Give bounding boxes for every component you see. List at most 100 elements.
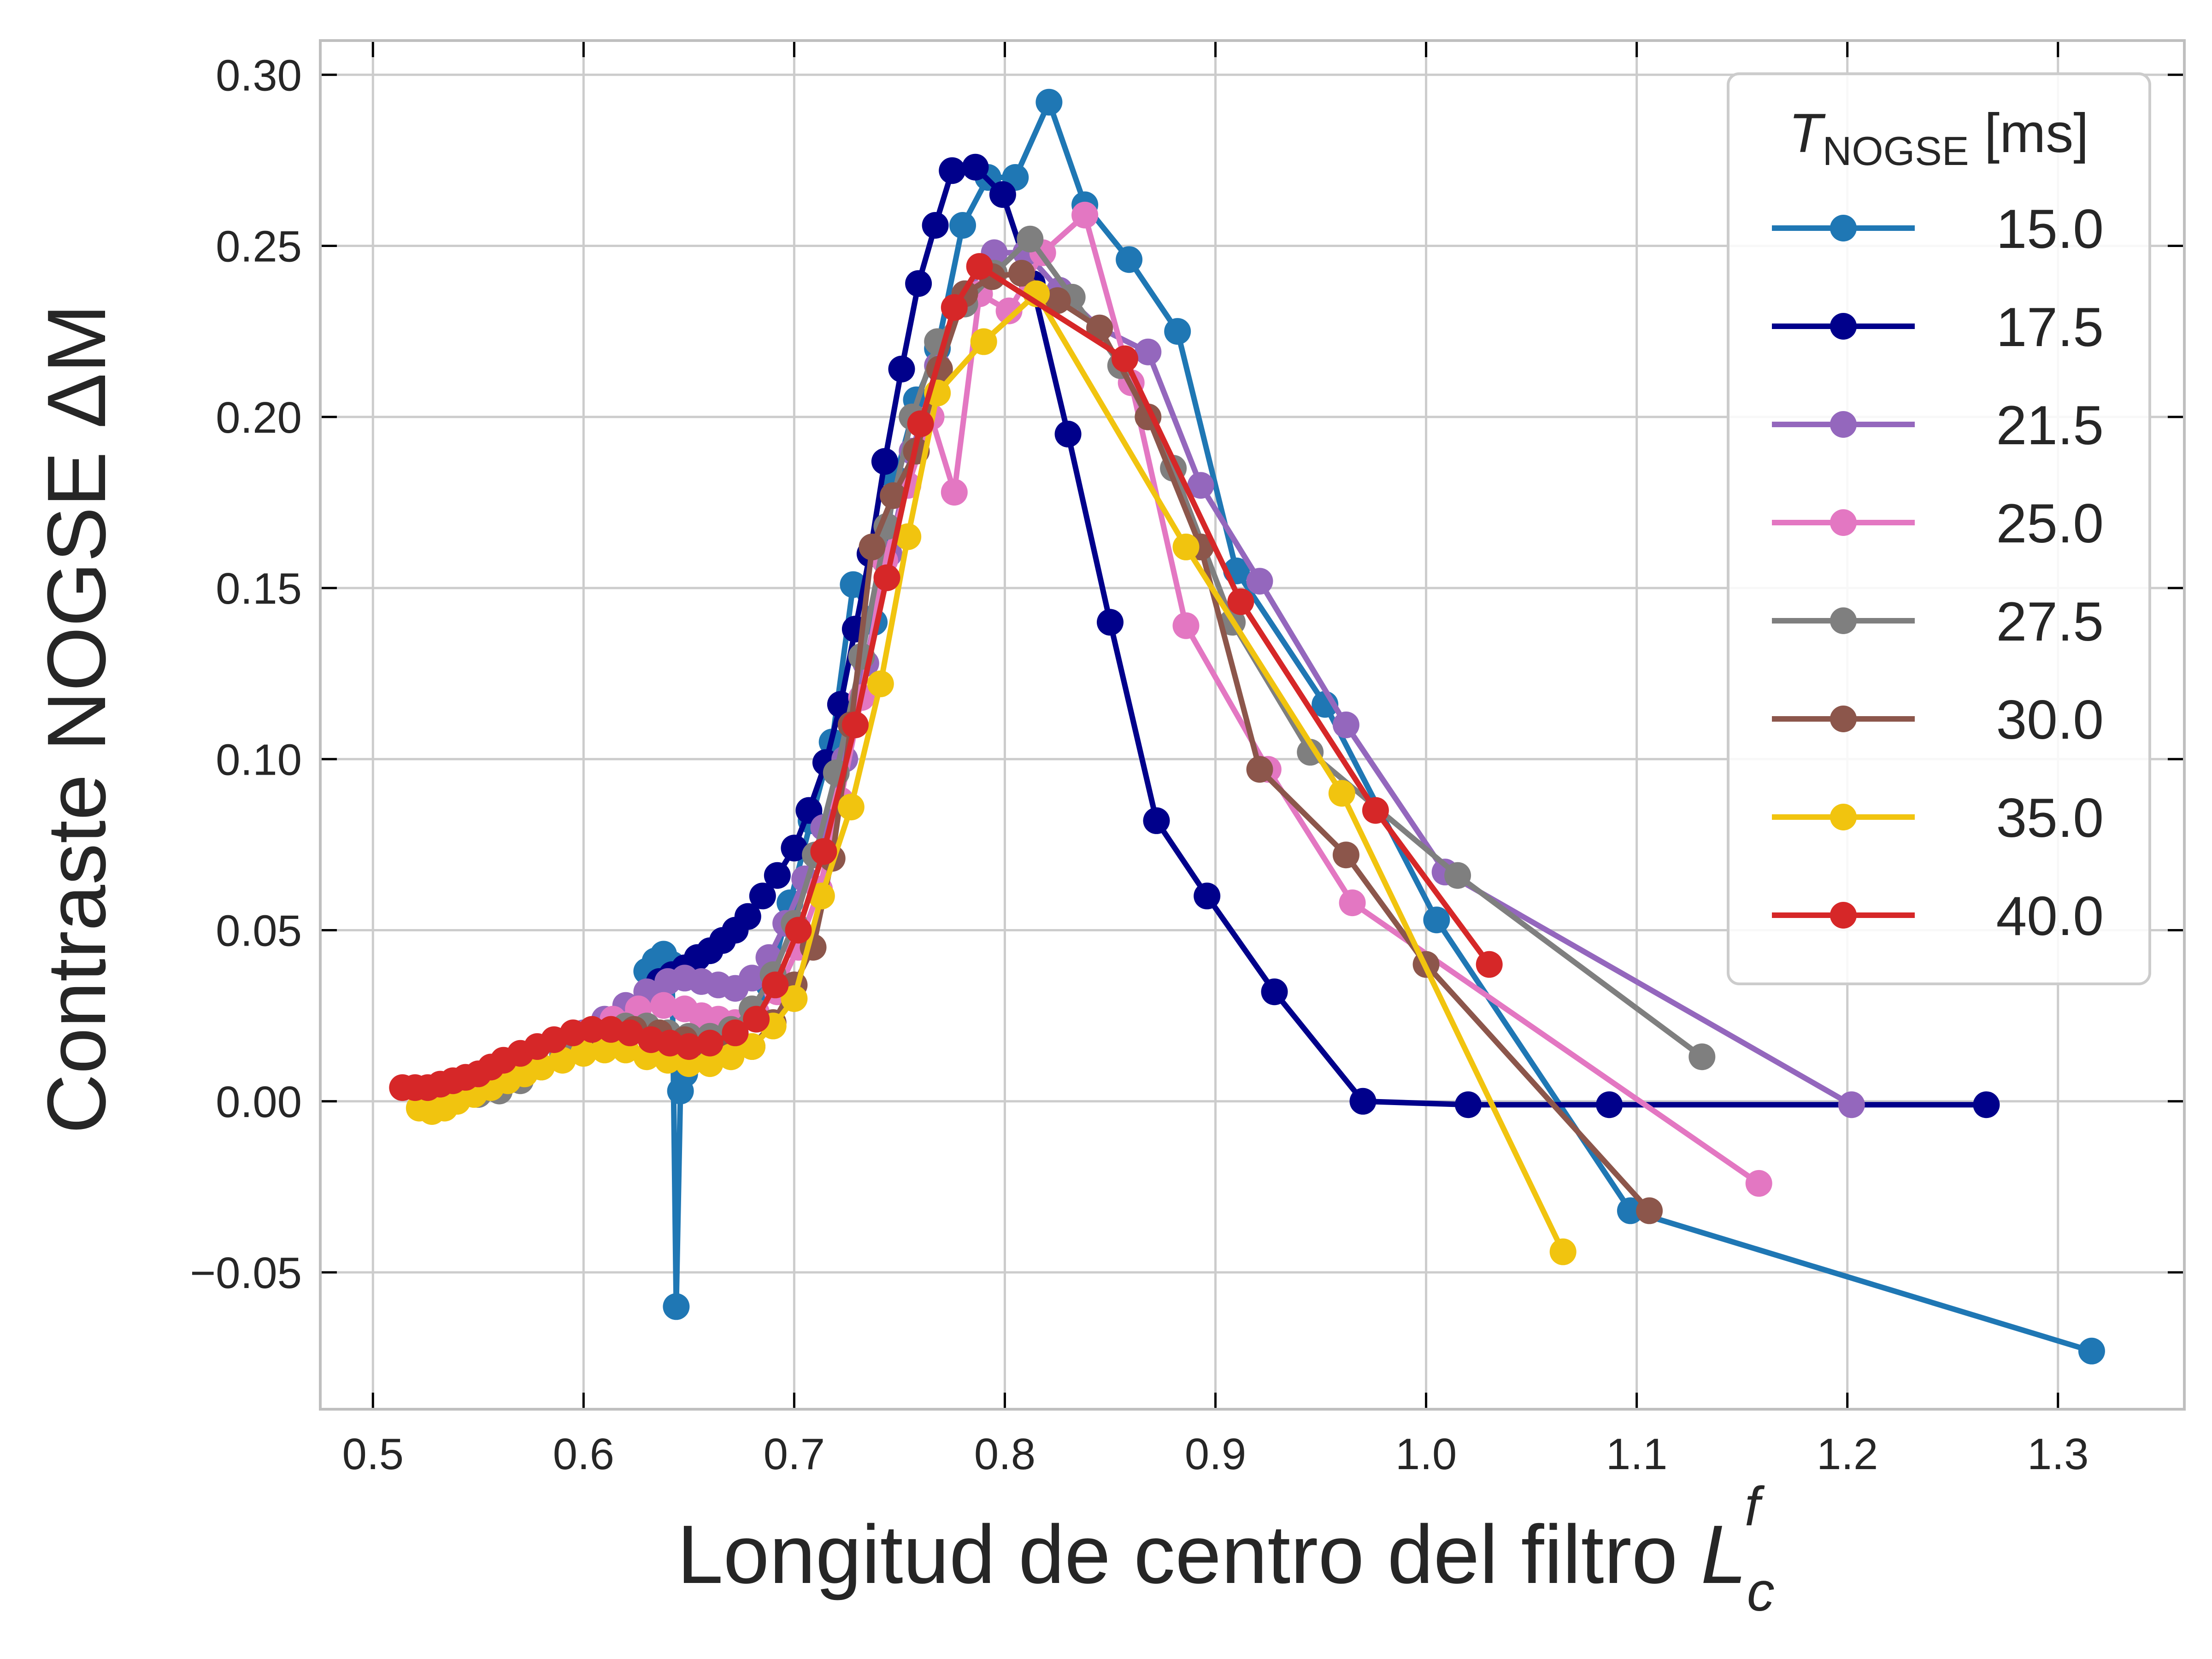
data-point (734, 903, 761, 930)
y-tick-label: 0.20 (216, 393, 302, 442)
data-point (966, 253, 993, 280)
data-point (663, 1293, 690, 1320)
x-axis-label: Longitud de centro del filtro Lcf (677, 1476, 1775, 1623)
data-point (1328, 780, 1355, 807)
legend-item-21-5: 21.5 (1772, 394, 2104, 456)
x-tick-label: 1.2 (1817, 1430, 1878, 1479)
legend-item-25-0: 25.0 (1772, 493, 2104, 554)
data-point (859, 533, 886, 560)
x-tick-label: 0.5 (342, 1430, 404, 1479)
y-tick-label: 0.15 (216, 564, 302, 613)
data-point (781, 835, 808, 862)
data-point (941, 479, 968, 506)
data-point (1035, 88, 1063, 116)
data-point (1044, 287, 1071, 314)
data-point (1973, 1091, 2000, 1118)
data-point (1339, 889, 1366, 917)
legend-item-15-0: 15.0 (1772, 198, 2104, 260)
data-point (922, 212, 949, 239)
data-point (1596, 1091, 1623, 1118)
data-point (1423, 906, 1450, 934)
data-point (1455, 1091, 1482, 1118)
y-tick-label: 0.25 (216, 222, 302, 271)
data-point (2078, 1337, 2105, 1365)
data-point (1227, 588, 1254, 615)
data-point (616, 1019, 643, 1047)
data-point (1071, 201, 1099, 229)
data-point (1097, 609, 1124, 636)
legend-item-35-0: 35.0 (1772, 787, 2104, 849)
data-point (894, 523, 922, 550)
data-point (962, 153, 989, 181)
data-point (1116, 246, 1143, 273)
data-point (837, 794, 865, 821)
legend-item-17-5: 17.5 (1772, 296, 2104, 358)
x-tick-label: 0.9 (1185, 1430, 1246, 1479)
data-point (650, 992, 677, 1019)
data-point (675, 1033, 702, 1060)
x-tick-label: 1.0 (1395, 1430, 1457, 1479)
legend-swatch-marker (1830, 411, 1857, 438)
data-point (591, 1036, 618, 1064)
legend-label: 17.5 (1996, 296, 2104, 358)
data-point (696, 1050, 724, 1077)
data-point (1349, 1088, 1377, 1115)
data-point (810, 838, 837, 865)
data-point (1745, 1170, 1772, 1197)
data-point (1172, 533, 1200, 560)
data-point (941, 294, 968, 321)
data-point (808, 882, 835, 910)
data-point (1135, 338, 1162, 365)
data-point (989, 181, 1016, 208)
legend-swatch-marker (1830, 804, 1857, 830)
data-point (841, 712, 869, 738)
data-point (1838, 1091, 1865, 1118)
legend-swatch-marker (1830, 215, 1857, 241)
legend-label: 15.0 (1996, 198, 2104, 260)
data-point (1549, 1238, 1577, 1265)
data-point (1636, 1197, 1663, 1224)
data-point (528, 1053, 555, 1081)
data-point (1246, 756, 1273, 783)
legend-label: 40.0 (1996, 885, 2104, 947)
data-point (871, 448, 898, 475)
data-point (1261, 978, 1288, 1006)
y-tick-label: 0.05 (216, 906, 302, 956)
axis-ticks (320, 41, 2184, 1409)
legend-swatch-marker (1830, 902, 1857, 929)
data-point (570, 1040, 597, 1067)
data-point (578, 1016, 606, 1043)
data-point (785, 917, 812, 944)
data-point (888, 355, 915, 382)
y-tick-labels: −0.05 0.00 0.05 0.10 0.15 0.20 0.25 0.30 (190, 51, 302, 1298)
legend: TNOGSE [ms] 15.0 17.5 21.5 25.0 27.5 30.0 35.0… (1727, 72, 2151, 985)
data-point (718, 1043, 745, 1071)
data-point (1332, 841, 1359, 869)
data-point (1332, 712, 1359, 738)
data-point (739, 965, 765, 992)
data-point (762, 971, 789, 999)
data-point (1688, 1043, 1716, 1071)
x-tick-label: 1.3 (2027, 1430, 2088, 1479)
data-point (781, 985, 808, 1012)
data-point (1112, 345, 1138, 372)
data-point (1362, 797, 1389, 824)
y-tick-label: 0.00 (216, 1077, 302, 1127)
data-point (743, 1006, 770, 1033)
x-tick-label: 0.6 (553, 1430, 614, 1479)
data-point (1187, 472, 1214, 499)
data-point (1172, 612, 1200, 639)
data-point (867, 670, 894, 697)
data-point (1476, 951, 1503, 978)
legend-label: 30.0 (1996, 689, 2104, 751)
data-point (949, 212, 976, 239)
data-point (1617, 1197, 1644, 1224)
legend-box (1727, 72, 2151, 985)
data-point (873, 564, 900, 591)
legend-swatch-marker (1830, 607, 1857, 634)
legend-item-27-5: 27.5 (1772, 591, 2104, 653)
data-point (696, 1030, 724, 1057)
data-point (907, 410, 934, 437)
data-point (1008, 259, 1035, 287)
